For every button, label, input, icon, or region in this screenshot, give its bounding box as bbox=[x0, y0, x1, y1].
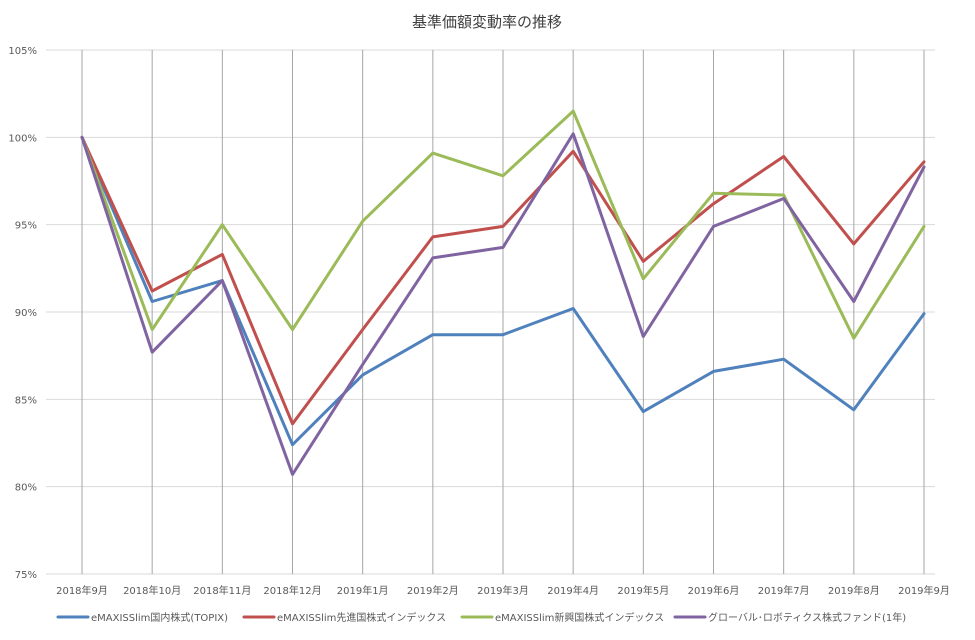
chart-title: 基準価額変動率の推移 bbox=[412, 13, 562, 31]
x-tick-label: 2019年4月 bbox=[547, 584, 599, 597]
series-line-3 bbox=[80, 109, 926, 340]
x-tick-label: 2018年9月 bbox=[56, 584, 108, 597]
y-tick-label: 95% bbox=[15, 221, 37, 232]
x-tick-label: 2019年7月 bbox=[758, 584, 810, 597]
y-tick-label: 85% bbox=[15, 395, 37, 406]
series-line-4 bbox=[80, 132, 926, 476]
x-tick-label: 2019年3月 bbox=[477, 584, 529, 597]
legend-label: eMAXISSlim新興国株式インデックス bbox=[495, 611, 664, 624]
legend-label: グローバル･ロボティクス株式ファンド(1年) bbox=[708, 611, 906, 624]
y-axis: 75% 80% 85% 90% 95% 100% 105% bbox=[8, 46, 37, 581]
y-tick-label: 100% bbox=[8, 133, 37, 144]
legend: eMAXISSlim国内株式(TOPIX) eMAXISSlim先進国株式インデッ… bbox=[56, 611, 906, 624]
x-tick-label: 2018年10月 bbox=[123, 584, 181, 597]
series-line-2 bbox=[80, 135, 926, 426]
x-axis: 2018年9月 2018年10月 2018年11月 2018年12月 2019年1月 20… bbox=[56, 584, 950, 597]
x-tick-label: 2019年5月 bbox=[617, 584, 669, 597]
x-tick-label: 2019年8月 bbox=[828, 584, 880, 597]
x-tick-label: 2019年2月 bbox=[407, 584, 459, 597]
x-tick-label: 2018年11月 bbox=[193, 584, 251, 597]
legend-label: eMAXISSlim先進国株式インデックス bbox=[277, 611, 446, 624]
series-lines bbox=[80, 109, 926, 476]
x-tick-label: 2019年9月 bbox=[898, 584, 950, 597]
x-tick-label: 2019年6月 bbox=[688, 584, 740, 597]
x-tick-label: 2018年12月 bbox=[263, 584, 321, 597]
legend-label: eMAXISSlim国内株式(TOPIX) bbox=[91, 611, 228, 624]
x-tick-label: 2019年1月 bbox=[337, 584, 389, 597]
y-tick-label: 105% bbox=[8, 46, 37, 57]
y-tick-label: 80% bbox=[15, 483, 37, 494]
y-tick-label: 90% bbox=[15, 308, 37, 319]
y-tick-label: 75% bbox=[15, 570, 37, 581]
gridlines bbox=[46, 49, 935, 575]
